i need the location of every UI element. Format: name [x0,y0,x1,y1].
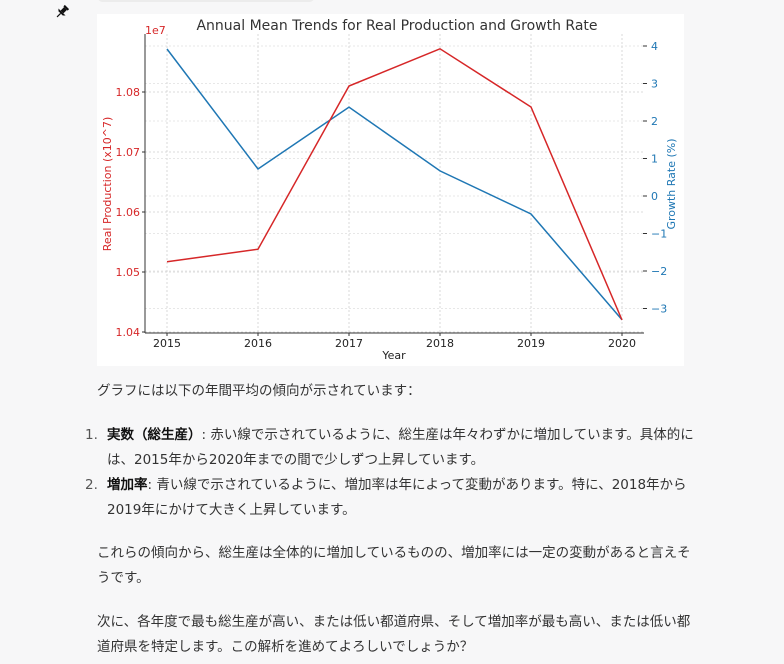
list-number: 1. [85,427,98,443]
svg-text:Annual Mean Trends for Real Pr: Annual Mean Trends for Real Production a… [196,18,597,34]
svg-text:1.06: 1.06 [116,206,141,219]
svg-text:Real Production (x10^7): Real Production (x10^7) [101,117,114,252]
svg-text:−2: −2 [651,265,667,278]
svg-text:2018: 2018 [426,337,454,350]
list-item-text: : 青い線で示されているように、増加率は年によって変動があります。特に、2018… [107,477,687,518]
next-step-paragraph: 次に、各年度で最も総生産が高い、または低い都道府県、そして増加率が最も高い、また… [97,614,691,655]
svg-text:−3: −3 [651,303,667,316]
svg-text:1.08: 1.08 [116,86,141,99]
svg-text:1.07: 1.07 [116,146,141,159]
summary-text: これらの傾向から、総生産は全体的に増加しているものの、増加率には一定の変動がある… [97,541,697,591]
list-item-text: : 赤い線で示されているように、総生産は年々わずかに増加しています。具体的には、… [107,427,694,468]
svg-text:4: 4 [651,40,658,53]
pushpin-icon[interactable] [54,4,70,20]
svg-text:2019: 2019 [517,337,545,350]
svg-text:1e7: 1e7 [145,24,166,37]
next-step-text: 次に、各年度で最も総生産が高い、または低い都道府県、そして増加率が最も高い、また… [97,610,697,660]
previous-message-block [97,0,315,2]
svg-text:2016: 2016 [244,337,272,350]
intro-text: グラフには以下の年間平均の傾向が示されています： [97,379,697,404]
list-item-title: 実数（総生産） [107,427,202,443]
list-number: 2. [85,477,98,493]
intro-paragraph: グラフには以下の年間平均の傾向が示されています： [97,383,421,399]
svg-text:−1: −1 [651,228,667,241]
svg-text:2015: 2015 [153,337,181,350]
svg-text:Year: Year [381,349,406,362]
line-chart: Annual Mean Trends for Real Production a… [101,18,678,362]
chart-image: Annual Mean Trends for Real Production a… [97,14,684,366]
svg-text:1.04: 1.04 [116,326,141,339]
svg-text:2020: 2020 [608,337,636,350]
svg-text:2017: 2017 [335,337,363,350]
svg-text:1.05: 1.05 [116,266,141,279]
svg-text:3: 3 [651,78,658,91]
trend-list: 1. 実数（総生産）: 赤い線で示されているように、総生産は年々わずかに増加して… [79,423,699,523]
svg-text:1: 1 [651,153,658,166]
list-item-title: 増加率 [107,477,148,493]
list-item: 1. 実数（総生産）: 赤い線で示されているように、総生産は年々わずかに増加して… [79,423,699,473]
svg-text:Growth Rate (%): Growth Rate (%) [665,138,678,229]
svg-text:2: 2 [651,115,658,128]
svg-text:0: 0 [651,190,658,203]
list-item: 2. 増加率: 青い線で示されているように、増加率は年によって変動があります。特… [79,473,699,523]
summary-paragraph: これらの傾向から、総生産は全体的に増加しているものの、増加率には一定の変動がある… [97,545,691,586]
